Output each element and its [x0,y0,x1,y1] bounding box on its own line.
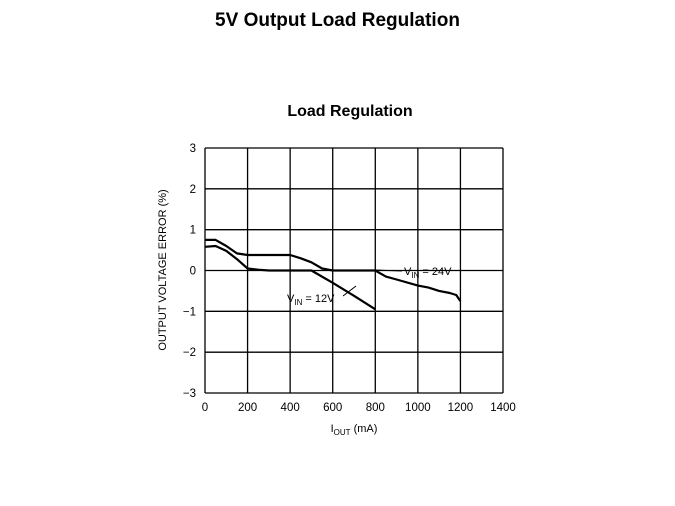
slide-title: 5V Output Load Regulation [215,10,460,31]
x-tick-label: 1400 [490,402,516,414]
series-label-vin-24v: VIN = 24V [404,266,452,280]
x-tick-labels: 0 200 400 600 800 1000 1200 1400 [202,402,516,414]
y-tick-labels: 3 2 1 0 −1 −2 −3 [183,143,196,400]
x-tick-label: 200 [238,402,257,414]
x-axis-label-main: I [331,423,334,435]
chart-title: Load Regulation [287,103,412,120]
y-tick-label: 0 [190,266,196,278]
x-tick-label: 1000 [405,402,431,414]
x-axis-label: IOUT (mA) [331,423,378,437]
series-line-vin-24v [205,238,462,302]
x-tick-label: 800 [366,402,385,414]
y-tick-label: 1 [190,225,196,237]
y-tick-label: −2 [183,347,196,359]
x-axis-label-tail: (mA) [351,423,378,435]
series-line-vin-12v [204,244,376,311]
y-tick-label: −1 [183,306,196,318]
x-axis-label-sub: OUT [334,428,351,437]
series-label-vin-12v: VIN = 12V [287,293,335,307]
x-tick-label: 400 [281,402,300,414]
series-labels: VIN = 12V VIN = 24V [287,266,452,307]
y-tick-label: 2 [190,184,196,196]
series-lines [204,238,462,311]
x-tick-label: 1200 [448,402,474,414]
y-axis-label: OUTPUT VOLTAGE ERROR (%) [157,189,169,350]
y-tick-label: −3 [183,388,196,400]
series-label-vin-24v-leader [375,269,403,272]
x-tick-label: 0 [202,402,208,414]
series-label-vin-12v-leader [342,285,357,297]
y-tick-label: 3 [190,143,196,155]
x-tick-label: 600 [323,402,342,414]
